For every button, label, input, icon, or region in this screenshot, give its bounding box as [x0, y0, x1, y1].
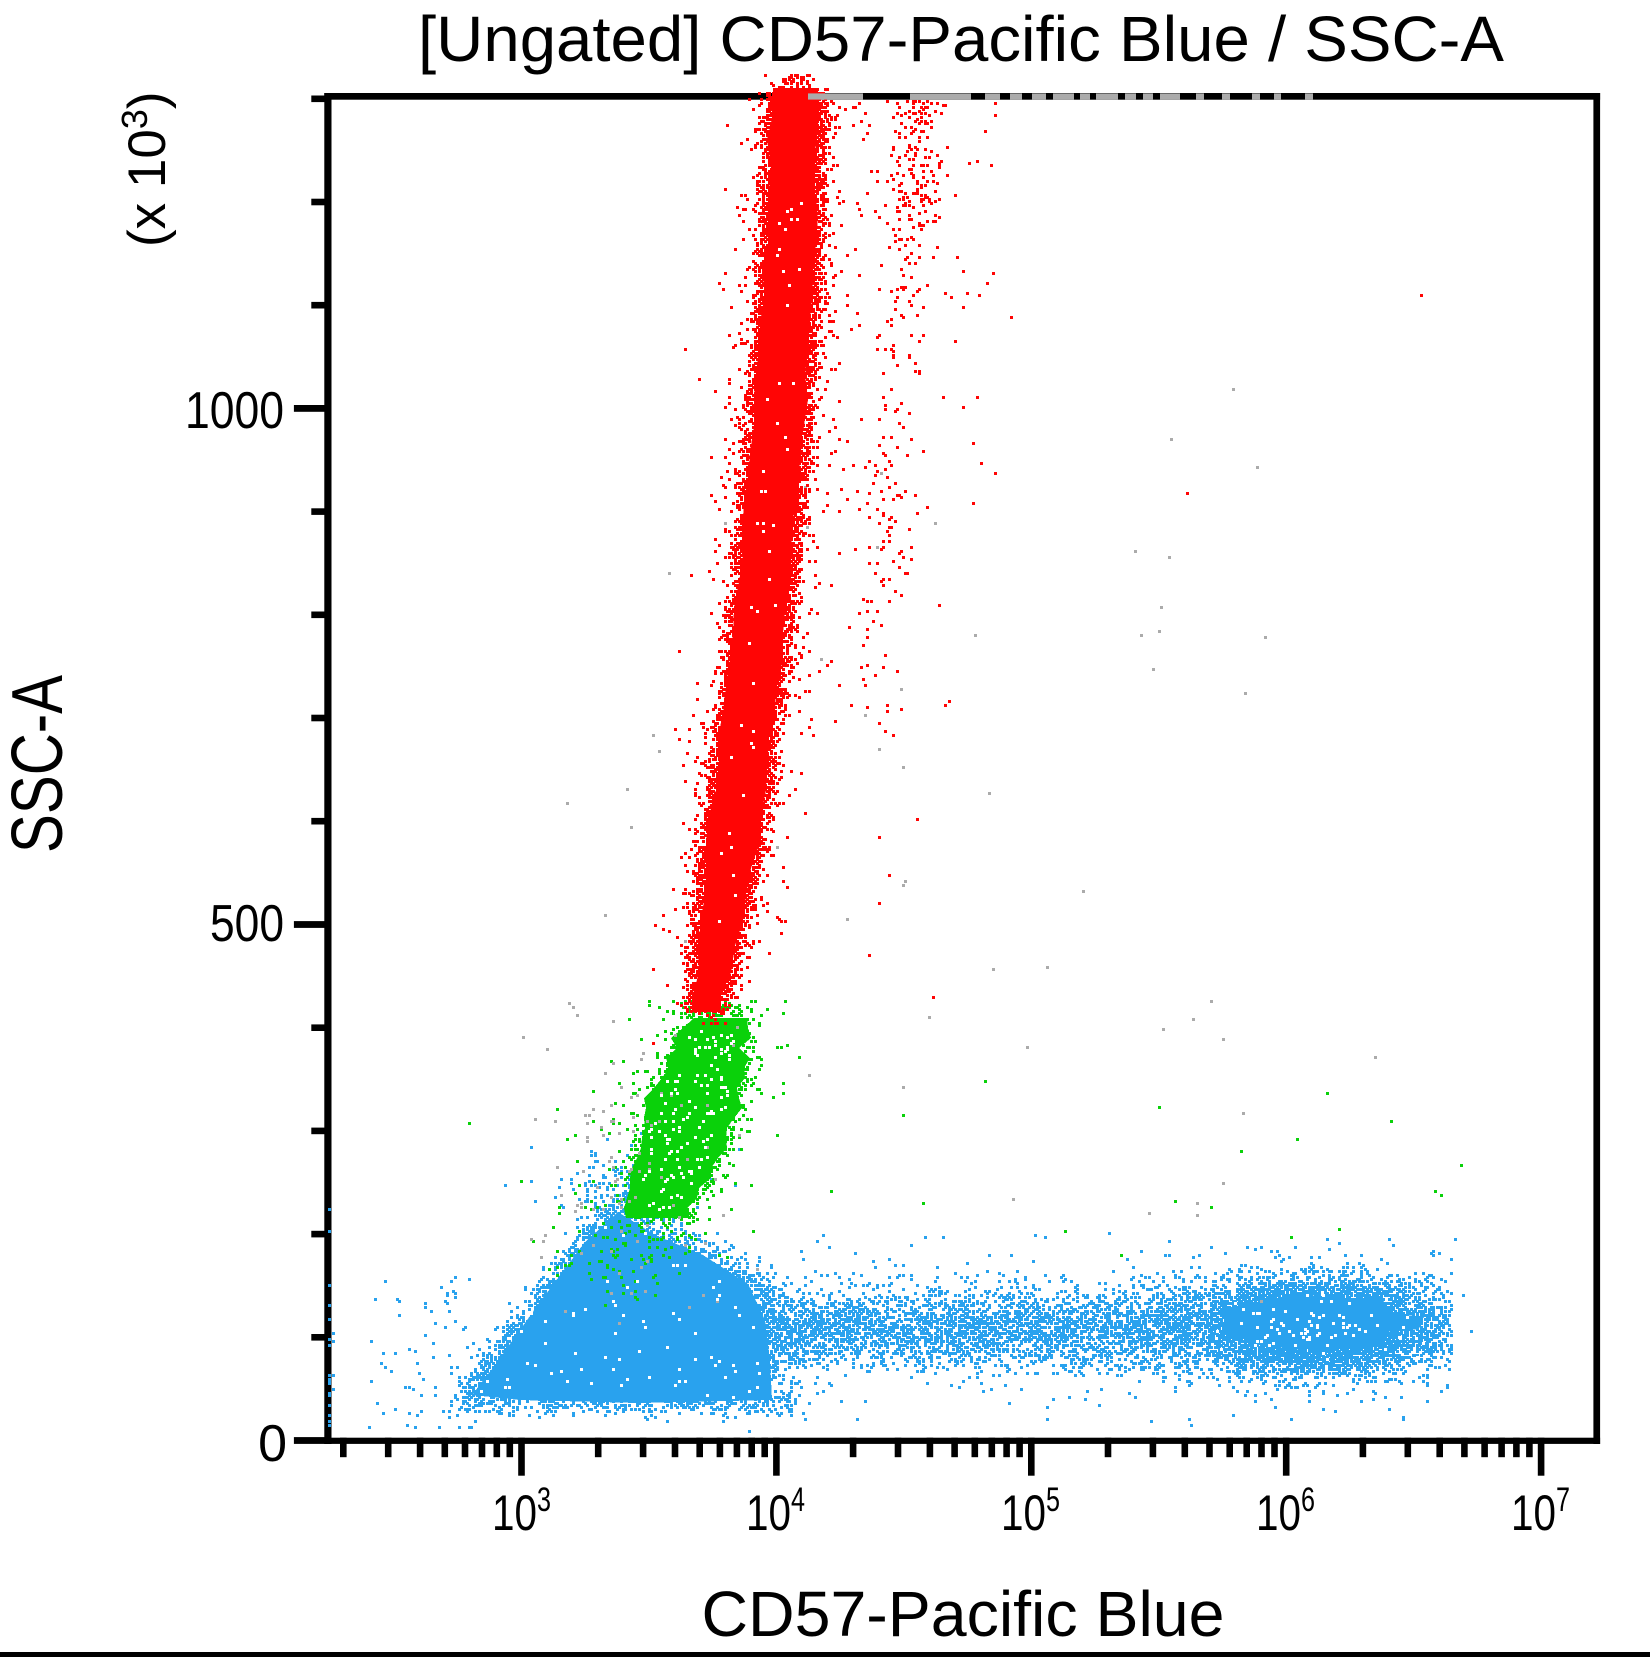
svg-text:0: 0 [258, 1415, 287, 1473]
svg-text:104: 104 [746, 1481, 805, 1541]
svg-text:[Ungated] CD57-Pacific Blue /: [Ungated] CD57-Pacific Blue / SSC-A [418, 3, 1504, 75]
svg-text:103: 103 [492, 1481, 551, 1541]
svg-text:500: 500 [210, 895, 284, 953]
svg-text:107: 107 [1511, 1481, 1570, 1541]
svg-text:SSC-A: SSC-A [0, 675, 78, 853]
svg-text:(x 103): (x 103) [114, 91, 177, 247]
svg-text:CD57-Pacific Blue: CD57-Pacific Blue [702, 1578, 1225, 1650]
svg-text:105: 105 [1001, 1481, 1060, 1541]
svg-text:1000: 1000 [185, 382, 284, 440]
svg-text:106: 106 [1256, 1481, 1315, 1541]
